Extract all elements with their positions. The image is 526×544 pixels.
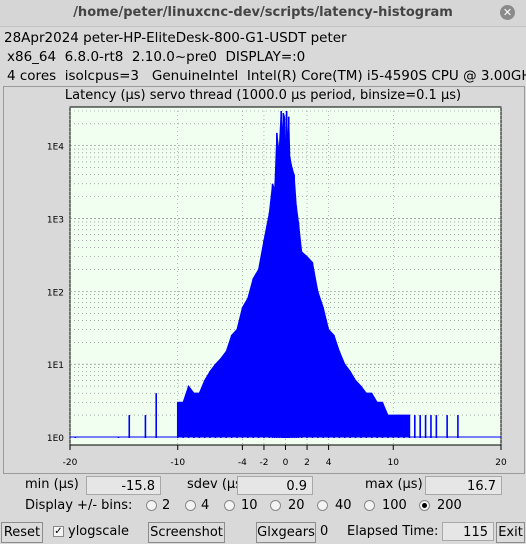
x-tick-label: -10 (170, 458, 185, 468)
max-value: 16.7 (425, 476, 502, 495)
bins-option-label: 20 (288, 498, 305, 513)
histogram-bar (117, 437, 120, 438)
glxgears-button[interactable]: Glxgears (256, 522, 316, 543)
elapsed-time-label: Elapsed Time: (347, 524, 439, 539)
x-tick-label: 0 (283, 458, 289, 468)
ylogscale-label: ylogscale (68, 524, 130, 539)
close-icon[interactable]: ✕ (500, 5, 515, 20)
x-tick-label: 4 (326, 458, 332, 468)
histogram-bar (144, 415, 147, 438)
bins-radio-10[interactable] (224, 500, 235, 511)
y-tick-label: 1E4 (47, 143, 64, 153)
histogram-bar (424, 415, 427, 438)
histogram-bar (435, 415, 438, 438)
histogram-bar (414, 415, 416, 438)
x-tick-label: -2 (259, 458, 268, 468)
screenshot-button[interactable]: Screenshot (148, 522, 225, 543)
histogram-bar (419, 415, 421, 438)
exit-button[interactable]: Exit (496, 522, 525, 543)
x-tick-label: 2 (304, 458, 310, 468)
histogram-bar (155, 393, 157, 438)
info-line-2: x86_64 6.8.0-rt8 2.10.0~pre0 DISPLAY=:0 (7, 49, 306, 65)
bins-label: Display +/- bins: (25, 498, 133, 513)
histogram-bar (457, 415, 459, 438)
window-titlebar[interactable]: /home/peter/linuxcnc-dev/scripts/latency… (0, 0, 526, 27)
y-tick-label: 1E1 (47, 361, 64, 371)
y-tick-label: 1E2 (47, 288, 64, 298)
bins-radio-40[interactable] (317, 500, 328, 511)
y-tick-label: 1E0 (47, 434, 64, 444)
min-label: min (µs) (25, 477, 79, 492)
x-tick-label: -4 (238, 458, 247, 468)
bins-option-label: 2 (162, 498, 171, 513)
bins-radio-100[interactable] (364, 500, 375, 511)
y-tick-label: 1E3 (47, 216, 64, 226)
x-tick-label: 20 (495, 458, 507, 468)
glxgears-count: 0 (320, 524, 329, 539)
max-label: max (µs) (365, 477, 423, 492)
bins-option-label: 100 (382, 498, 407, 513)
plot-title: Latency (µs) servo thread (1000.0 µs per… (64, 88, 462, 103)
histogram-bar (74, 437, 77, 438)
bins-radio-4[interactable] (185, 500, 196, 511)
bins-option-label: 40 (335, 498, 352, 513)
bins-radio-20[interactable] (270, 500, 281, 511)
histogram-bar (128, 415, 131, 438)
elapsed-time-value: 115 (442, 522, 494, 541)
reset-button[interactable]: Reset (1, 522, 43, 543)
window-title: /home/peter/linuxcnc-dev/scripts/latency… (73, 5, 453, 20)
histogram-envelope (177, 110, 410, 438)
ylogscale-checkbox[interactable]: ✓ (53, 526, 64, 537)
bins-radio-200[interactable] (419, 500, 430, 511)
bins-option-label: 10 (241, 498, 258, 513)
bins-option-label: 4 (201, 498, 210, 513)
histogram-bar (430, 415, 432, 438)
x-tick-label: -20 (63, 458, 78, 468)
sdev-value: 0.9 (237, 476, 313, 495)
info-line-3: 4 cores isolcpus=3 GenuineIntel Intel(R)… (7, 68, 526, 84)
x-tick-label: 10 (388, 458, 400, 468)
info-line-1: 28Apr2024 peter-HP-EliteDesk-800-G1-USDT… (4, 30, 347, 46)
bins-option-label: 200 (437, 498, 462, 513)
bins-radio-2[interactable] (146, 500, 157, 511)
min-value: -15.8 (86, 476, 161, 495)
histogram-bar (446, 415, 448, 438)
